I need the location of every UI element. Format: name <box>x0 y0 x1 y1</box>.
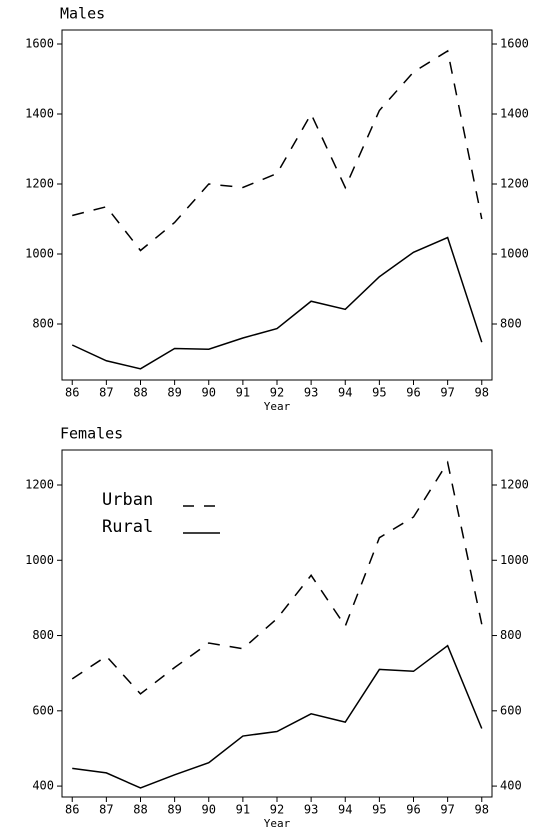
y2-tick-label: 1600 <box>500 37 529 51</box>
y-tick-label: 600 <box>32 703 54 717</box>
x-axis-label: Year <box>264 400 291 413</box>
x-tick-label: 93 <box>304 803 318 817</box>
x-tick-label: 98 <box>475 386 489 400</box>
y2-tick-label: 600 <box>500 703 522 717</box>
x-tick-label: 93 <box>304 386 318 400</box>
y-tick-label: 1000 <box>25 553 54 567</box>
y-tick-label: 800 <box>32 317 54 331</box>
y-tick-label: 400 <box>32 779 54 793</box>
y-tick-label: 1200 <box>25 478 54 492</box>
series-line <box>71 460 483 695</box>
y2-tick-label: 1200 <box>500 478 529 492</box>
x-tick-label: 88 <box>133 386 147 400</box>
x-tick-label: 87 <box>99 803 113 817</box>
x-tick-label: 86 <box>65 386 79 400</box>
chart-title: Females <box>60 425 123 443</box>
x-tick-label: 95 <box>372 803 386 817</box>
x-tick-label: 88 <box>133 803 147 817</box>
x-tick-label: 96 <box>406 386 420 400</box>
x-tick-label: 98 <box>475 803 489 817</box>
x-tick-label: 89 <box>167 803 181 817</box>
y2-tick-label: 800 <box>500 628 522 642</box>
y-tick-label: 1400 <box>25 107 54 121</box>
x-tick-label: 97 <box>440 386 454 400</box>
x-tick-label: 94 <box>338 386 352 400</box>
legend-label: Urban <box>102 490 153 510</box>
x-tick-label: 92 <box>270 386 284 400</box>
x-tick-label: 92 <box>270 803 284 817</box>
y2-tick-label: 1200 <box>500 177 529 191</box>
x-tick-label: 95 <box>372 386 386 400</box>
x-tick-label: 96 <box>406 803 420 817</box>
y-tick-label: 1600 <box>25 37 54 51</box>
series-line <box>71 236 483 370</box>
y-tick-label: 800 <box>32 628 54 642</box>
legend-label: Rural <box>102 517 153 537</box>
series-line <box>72 644 483 789</box>
x-tick-label: 90 <box>202 803 216 817</box>
y-tick-label: 1000 <box>25 247 54 261</box>
y2-tick-label: 1400 <box>500 107 529 121</box>
x-tick-label: 91 <box>236 803 250 817</box>
plot-frame <box>61 29 493 381</box>
x-tick-label: 97 <box>440 803 454 817</box>
y2-tick-label: 400 <box>500 779 522 793</box>
x-tick-label: 89 <box>167 386 181 400</box>
x-tick-label: 87 <box>99 386 113 400</box>
x-tick-label: 94 <box>338 803 352 817</box>
x-tick-label: 86 <box>65 803 79 817</box>
y-tick-label: 1200 <box>25 177 54 191</box>
x-axis-label: Year <box>264 817 291 830</box>
y2-tick-label: 800 <box>500 317 522 331</box>
series-line <box>72 49 483 252</box>
x-tick-label: 90 <box>202 386 216 400</box>
y2-tick-label: 1000 <box>500 247 529 261</box>
x-tick-label: 91 <box>236 386 250 400</box>
y2-tick-label: 1000 <box>500 553 529 567</box>
chart-title: Males <box>60 5 105 23</box>
